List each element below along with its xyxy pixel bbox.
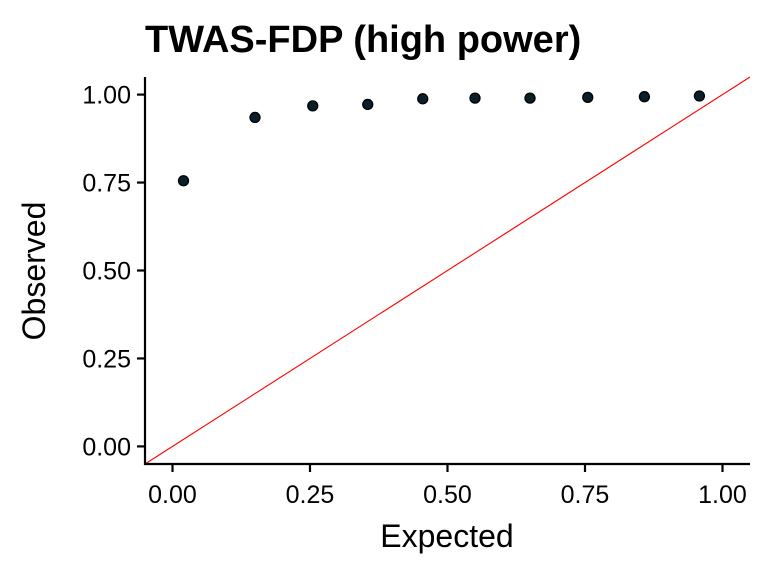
- data-point: [693, 90, 706, 102]
- x-tick-label: 1.00: [698, 481, 747, 509]
- reference-line: [144, 76, 751, 465]
- data-point: [638, 91, 651, 103]
- plot-area: [144, 76, 751, 465]
- data-point: [307, 100, 319, 112]
- data-point: [362, 98, 374, 111]
- y-axis-label: Observed: [16, 202, 52, 341]
- y-tick-label: 0.50: [82, 258, 131, 286]
- x-axis-ticks: 0.00 0.25 0.50 0.75 1.00: [148, 464, 747, 509]
- x-tick-label: 0.00: [148, 481, 197, 509]
- y-axis-ticks: 0.00 0.25 0.50 0.75 1.00: [82, 82, 145, 461]
- data-point: [582, 91, 594, 104]
- x-tick-label: 0.50: [423, 481, 472, 509]
- data-point: [469, 92, 481, 104]
- y-tick-label: 1.00: [82, 82, 131, 110]
- y-tick-label: 0.25: [82, 345, 131, 373]
- data-point: [524, 92, 536, 104]
- chart-title: TWAS-FDP (high power): [145, 19, 581, 61]
- x-tick-label: 0.25: [286, 481, 335, 509]
- x-axis-label: Expected: [380, 518, 513, 554]
- data-point: [417, 93, 429, 105]
- y-tick-label: 0.75: [82, 170, 131, 198]
- data-point: [249, 111, 261, 124]
- data-point: [177, 175, 190, 187]
- x-tick-label: 0.75: [561, 481, 610, 509]
- y-tick-label: 0.00: [82, 433, 131, 461]
